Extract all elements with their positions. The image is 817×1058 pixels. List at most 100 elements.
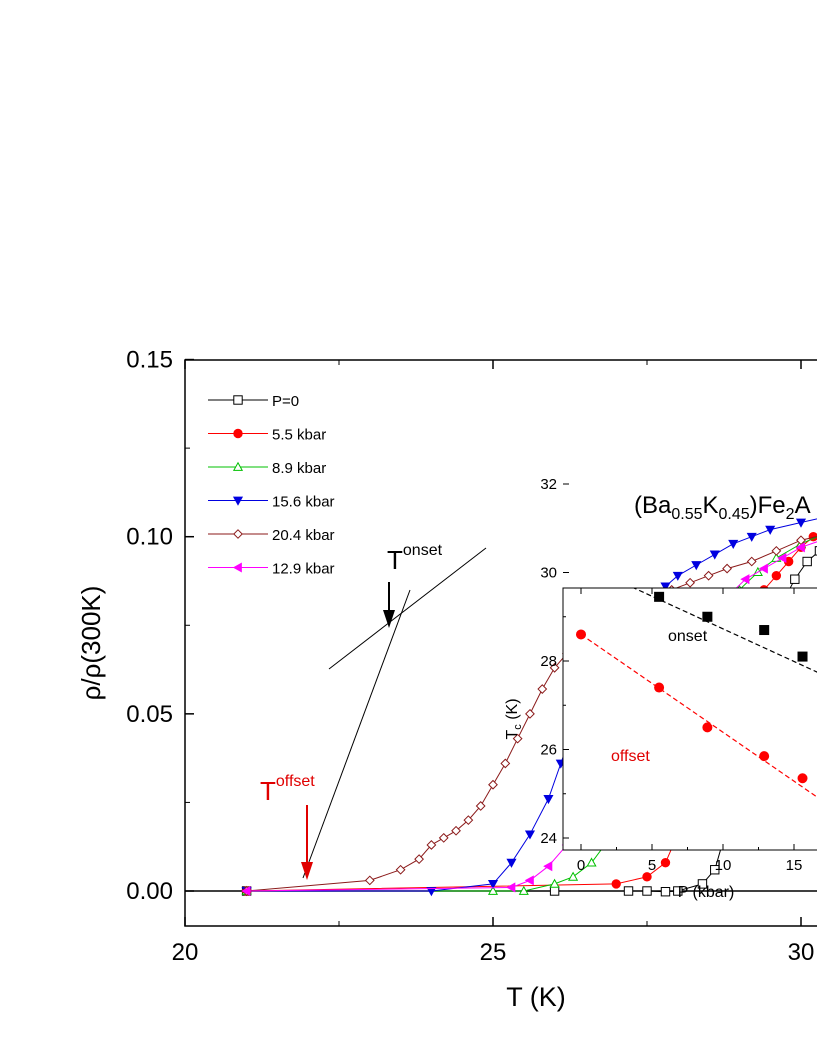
data-point <box>506 858 517 868</box>
data-point <box>414 854 424 865</box>
data-point <box>802 556 812 567</box>
data-point <box>795 542 805 553</box>
data-point <box>549 662 560 673</box>
inset-x-tick-label: 5 <box>648 857 656 874</box>
data-point <box>506 882 516 893</box>
legend: P=0 5.5 kbar 8.9 kbar 15.6 kbar 20.4 kbar 12.… <box>208 393 335 578</box>
onset-annotation-sup: onset <box>403 542 443 559</box>
inset-x-tick-label: 0 <box>577 857 585 874</box>
inset-x-axis-label: P (kbar) <box>678 884 735 901</box>
legend-label: 12.9 kbar <box>272 561 335 578</box>
inset-data-point <box>797 773 808 784</box>
data-point <box>703 570 714 581</box>
data-point <box>549 878 560 888</box>
inset-fit-line <box>580 633 817 798</box>
inset-fit-line <box>632 588 817 673</box>
compound-part: 0.45 <box>719 506 750 523</box>
y-tick-label: 0.15 <box>126 347 173 374</box>
inset-data-point <box>759 751 770 762</box>
data-point <box>524 875 534 886</box>
legend-marker <box>232 496 244 506</box>
offset-annotation-base: T <box>260 776 276 806</box>
x-tick-label: 20 <box>172 939 199 966</box>
inset-panel: 0 5 10 15 24 26 28 30 32 onset offset P (kbar) T… <box>504 476 817 901</box>
x-axis-label: T (K) <box>506 982 566 1012</box>
data-point <box>549 886 560 896</box>
data-point <box>364 875 375 886</box>
data-point <box>642 872 652 882</box>
data-point <box>642 886 652 896</box>
legend-item: 15.6 kbar <box>208 494 335 511</box>
data-point <box>740 574 750 585</box>
data-point <box>771 570 782 581</box>
inset-y-tick-label: 32 <box>540 476 557 493</box>
inset-x-tick-label: 15 <box>786 857 803 874</box>
data-point <box>543 795 554 805</box>
inset-data-point <box>654 591 665 602</box>
y-tick-label: 0.00 <box>126 878 173 905</box>
inset-series-onset <box>577 559 817 673</box>
inset-series-label-onset: onset <box>668 628 708 645</box>
data-point <box>758 563 768 574</box>
inset-data-point <box>576 629 586 640</box>
legend-item: 5.5 kbar <box>208 427 326 444</box>
data-point <box>660 582 671 592</box>
inset-data-point <box>654 682 665 693</box>
data-point <box>660 857 671 868</box>
inset-background <box>563 588 817 850</box>
data-point <box>586 857 597 867</box>
data-point <box>543 861 553 872</box>
legend-marker <box>232 562 242 573</box>
inset-y-tick-label: 24 <box>540 830 557 847</box>
legend-item: 20.4 kbar <box>208 527 335 544</box>
data-point <box>488 779 498 790</box>
legend-label: 8.9 kbar <box>272 460 326 477</box>
data-point <box>623 886 634 896</box>
inset-y-tick-label: 26 <box>540 742 557 759</box>
inset-data-point <box>797 651 808 662</box>
inset-data-point <box>577 559 586 568</box>
offset-annotation: Toffset <box>260 773 315 806</box>
data-point <box>451 825 461 836</box>
onset-steep-line <box>302 589 411 879</box>
legend-marker <box>233 428 243 439</box>
data-point <box>673 886 683 896</box>
inset-y-label-suffix: (K) <box>504 698 521 724</box>
compound-part: 2 <box>786 506 795 523</box>
y-tick-label: 0.05 <box>126 701 173 728</box>
inset-y-tick-label: 30 <box>540 565 557 582</box>
data-point <box>808 532 817 542</box>
legend-item: 12.9 kbar <box>208 561 335 578</box>
data-point <box>512 733 523 744</box>
data-point <box>709 550 720 560</box>
data-point <box>765 525 776 535</box>
legend-marker <box>232 461 244 471</box>
legend-item: P=0 <box>208 393 299 410</box>
inset-series-offset <box>576 629 817 798</box>
data-point <box>487 885 499 895</box>
data-point <box>814 546 817 556</box>
data-point <box>795 518 807 528</box>
inset-data-point <box>759 625 770 636</box>
onset-tangent-line <box>328 547 487 670</box>
data-point <box>722 563 732 574</box>
data-point <box>524 830 536 840</box>
data-point <box>518 885 529 895</box>
legend-label: P=0 <box>272 393 299 410</box>
legend-label: 5.5 kbar <box>272 427 326 444</box>
onset-annotation: Tonset <box>387 542 443 575</box>
data-point <box>426 840 437 850</box>
inset-ticks: 0 5 10 15 24 26 28 30 32 <box>540 476 802 874</box>
legend-label: 15.6 kbar <box>272 494 335 511</box>
inset-y-label-sub: c <box>512 724 524 730</box>
inset-y-label-base: T <box>504 730 521 740</box>
data-point <box>697 879 708 889</box>
main-plot-frame <box>184 359 817 927</box>
data-point <box>611 879 621 889</box>
data-point <box>746 532 757 542</box>
x-tick-label: 30 <box>788 939 815 966</box>
main-axes: 20253035400.000.050.100.15 T (K) ρ/ρ(300… <box>76 347 817 1012</box>
inset-y-tick-label: 28 <box>540 653 557 670</box>
inset-data-point <box>702 722 713 733</box>
